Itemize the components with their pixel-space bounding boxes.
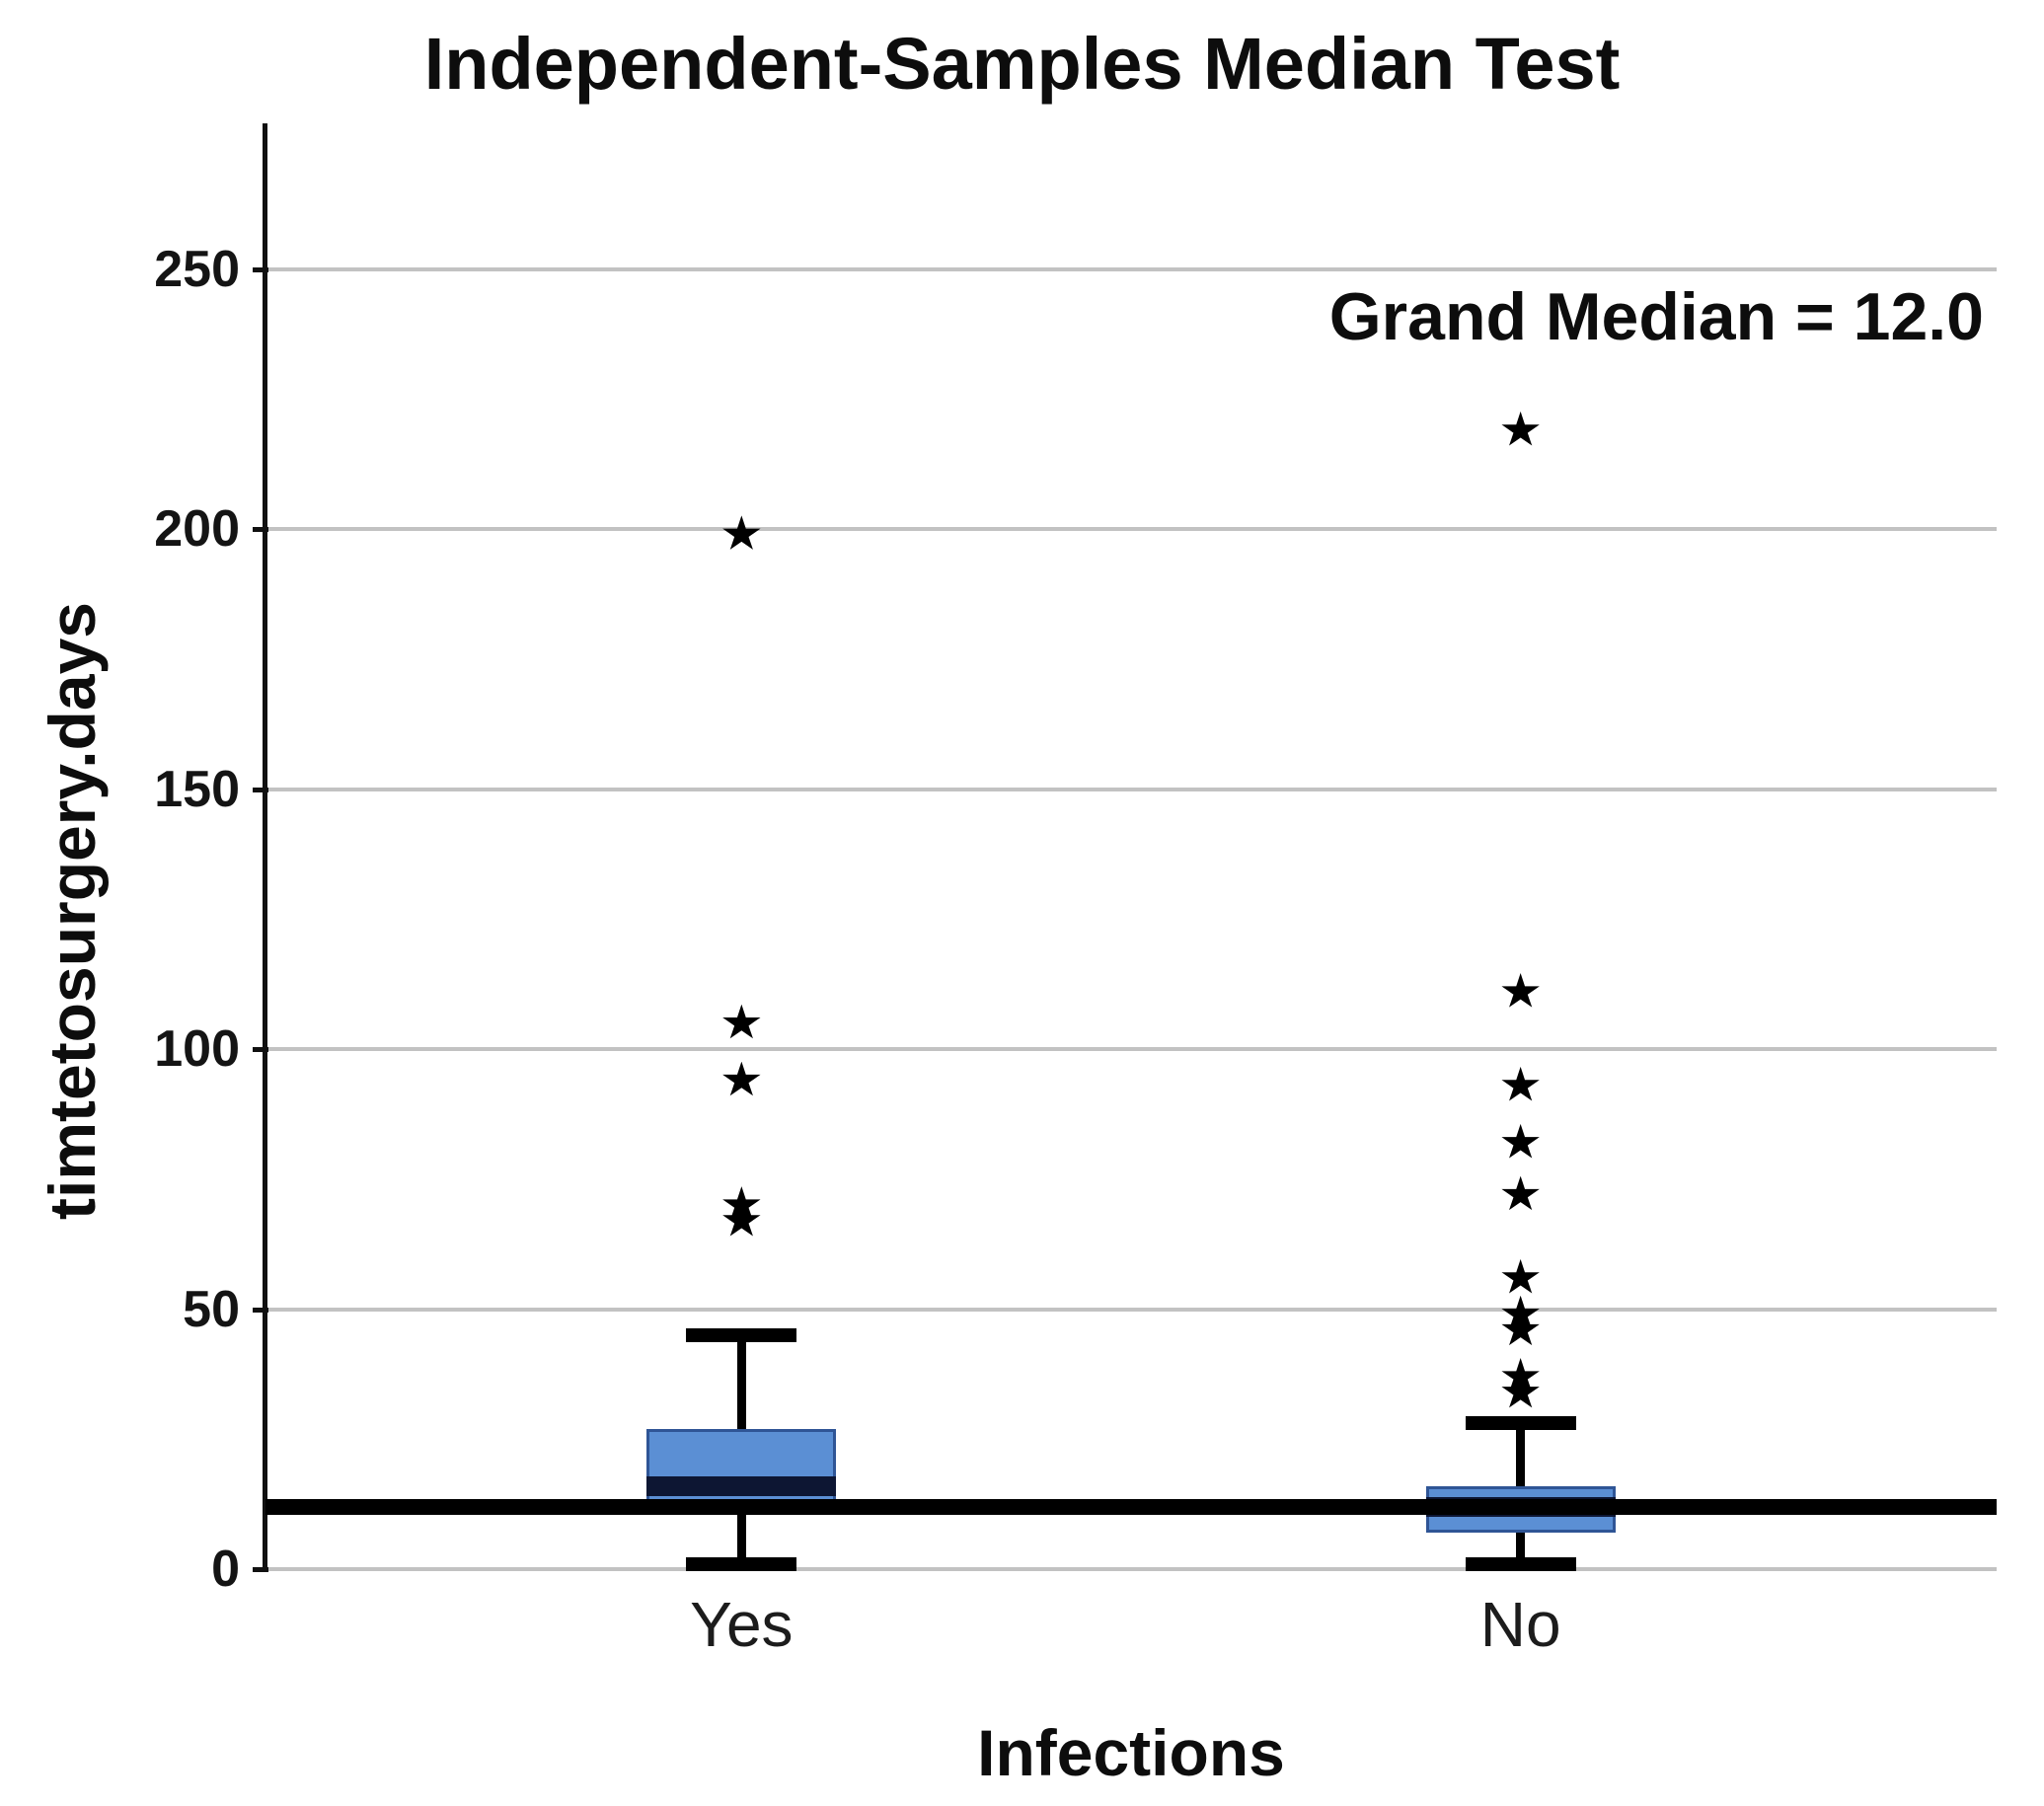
chart-title: Independent-Samples Median Test: [423, 23, 1621, 105]
outlier-star: [1501, 1123, 1540, 1159]
y-tick-150: [253, 787, 268, 792]
y-tick-label-50: 50: [183, 1280, 240, 1338]
y-tick-label-200: 200: [154, 500, 240, 559]
grand-median-annotation: Grand Median = 12.0: [1328, 279, 1984, 354]
upper-whisker-line: [1516, 1423, 1526, 1486]
x-tick-label-no: No: [1479, 1589, 1561, 1660]
y-tick-label-100: 100: [154, 1020, 240, 1079]
gridline-50: [265, 1307, 1997, 1312]
outlier-star: [1501, 1066, 1540, 1101]
lower-whisker-line: [1516, 1533, 1526, 1569]
upper-whisker-line: [736, 1334, 746, 1429]
gridline-250: [265, 266, 1997, 271]
gridline-0: [265, 1567, 1997, 1571]
gridline-100: [265, 1047, 1997, 1052]
y-tick-label-150: 150: [154, 760, 240, 818]
y-tick-100: [253, 1047, 268, 1053]
grand-median-line: [265, 1498, 1997, 1515]
outlier-star: [1501, 411, 1540, 446]
y-tick-label-0: 0: [211, 1541, 240, 1598]
y-tick-0: [253, 1567, 268, 1572]
plot-area: [265, 123, 1997, 1571]
outlier-star: [722, 1061, 761, 1096]
x-axis-label: Infections: [977, 1716, 1285, 1789]
y-tick-label-250: 250: [154, 240, 240, 298]
y-axis-label: timtetosurgery.days: [36, 602, 109, 1220]
median-line: [646, 1475, 837, 1496]
gridline-200: [265, 527, 1997, 532]
outlier-star: [722, 1004, 761, 1039]
lower-whisker-line: [736, 1512, 746, 1569]
x-tick-label-yes: Yes: [690, 1589, 794, 1660]
upper-whisker-cap: [686, 1327, 797, 1342]
lower-whisker-cap: [1465, 1557, 1576, 1571]
gridline-150: [265, 787, 1997, 791]
outlier-star: [722, 515, 761, 550]
upper-whisker-cap: [1465, 1416, 1576, 1431]
lower-whisker-cap: [686, 1557, 797, 1571]
outlier-star: [1501, 973, 1540, 1008]
y-axis-line: [263, 123, 267, 1572]
outlier-star: [1501, 1175, 1540, 1211]
y-tick-250: [253, 266, 268, 272]
y-tick-200: [253, 527, 268, 533]
y-tick-50: [253, 1307, 268, 1313]
outlier-star: [1501, 1258, 1540, 1294]
